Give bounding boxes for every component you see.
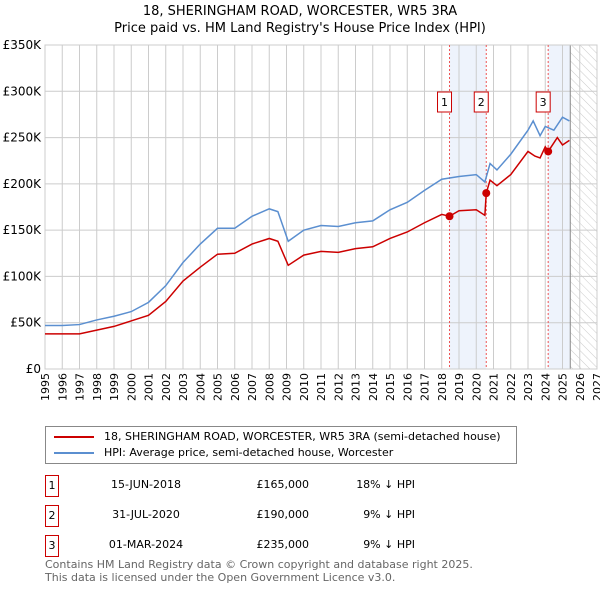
sale-date: 15-JUN-2018 <box>110 478 182 491</box>
sale-hpi-diff: 9% ↓ HPI <box>363 538 415 551</box>
forecast-hatch <box>570 45 597 369</box>
x-tick-label: 2012 <box>332 373 345 401</box>
plot-frame <box>44 44 598 370</box>
sale-marker-label: 1 <box>45 475 59 497</box>
sale-price: £165,000 <box>256 478 310 491</box>
legend-red-line <box>54 436 94 438</box>
sale-date: 01-MAR-2024 <box>108 538 184 551</box>
footer-line-1: Contains HM Land Registry data © Crown c… <box>45 558 473 571</box>
y-tick-label: £0 <box>26 362 41 376</box>
x-tick-label: 2019 <box>453 373 466 401</box>
x-tick-label: 1995 <box>39 373 52 401</box>
x-tick-label: 2009 <box>281 373 294 401</box>
x-tick-label: 2003 <box>177 373 190 401</box>
sale-row: 3 01-MAR-2024 £235,000 9% ↓ HPI <box>45 535 445 557</box>
footer: Contains HM Land Registry data © Crown c… <box>45 558 473 584</box>
sale-label-box <box>535 91 551 113</box>
legend: 18, SHERINGHAM ROAD, WORCESTER, WR5 3RA … <box>45 426 517 464</box>
sale-row: 1 15-JUN-2018 £165,000 18% ↓ HPI <box>45 475 445 497</box>
x-tick-label: 2026 <box>574 373 587 401</box>
legend-blue-line <box>54 452 94 454</box>
chart-title: 18, SHERINGHAM ROAD, WORCESTER, WR5 3RA <box>142 4 458 19</box>
sale-point <box>482 189 491 198</box>
legend-property: 18, SHERINGHAM ROAD, WORCESTER, WR5 3RA … <box>104 430 501 443</box>
sale-price: £235,000 <box>256 538 310 551</box>
sale-marker-label: 2 <box>45 505 59 527</box>
sale-label: 3 <box>540 96 547 109</box>
x-tick-label: 2006 <box>229 373 242 401</box>
x-tick-label: 2024 <box>539 373 552 401</box>
sale-label-box <box>437 91 453 113</box>
x-tick-label: 1999 <box>108 373 121 401</box>
x-tick-label: 2018 <box>436 373 449 401</box>
x-tick-label: 1997 <box>74 373 87 401</box>
x-tick-label: 2000 <box>125 373 138 401</box>
x-tick-label: 2004 <box>194 373 207 401</box>
sale-date: 31-JUL-2020 <box>112 508 180 521</box>
sale-hpi-diff: 18% ↓ HPI <box>356 478 415 491</box>
x-tick-label: 2010 <box>298 373 311 401</box>
footer-line-2: This data is licensed under the Open Gov… <box>45 571 396 584</box>
chart-subtitle: Price paid vs. HM Land Registry's House … <box>114 21 486 36</box>
x-tick-label: 2025 <box>557 373 570 401</box>
x-tick-label: 2013 <box>350 373 363 401</box>
hpi-line <box>45 116 570 327</box>
x-tick-label: 2001 <box>143 373 156 401</box>
x-tick-label: 2020 <box>470 373 483 401</box>
sale-label: 1 <box>441 96 448 109</box>
sale-label-box <box>473 91 489 113</box>
sale-point <box>544 147 553 156</box>
sale-label: 2 <box>478 96 485 109</box>
sale-row: 2 31-JUL-2020 £190,000 9% ↓ HPI <box>45 505 445 527</box>
sale-period-shade <box>548 45 571 369</box>
sale-marker-label: 3 <box>45 535 59 557</box>
x-tick-label: 2027 <box>591 373 600 401</box>
x-tick-label: 2023 <box>522 373 535 401</box>
x-tick-label: 1998 <box>91 373 104 401</box>
y-tick-label: £200K <box>3 177 43 191</box>
legend-hpi: HPI: Average price, semi-detached house,… <box>104 446 394 459</box>
sale-price: £190,000 <box>256 508 310 521</box>
x-tick-label: 2021 <box>488 373 501 401</box>
x-tick-label: 2002 <box>160 373 173 401</box>
x-tick-label: 2005 <box>212 373 225 401</box>
x-tick-label: 2016 <box>401 373 414 401</box>
property-line <box>45 136 570 335</box>
x-tick-label: 2014 <box>367 373 380 401</box>
x-tick-label: 2008 <box>263 373 276 401</box>
sale-hpi-diff: 9% ↓ HPI <box>363 508 415 521</box>
x-tick-label: 2015 <box>384 373 397 401</box>
y-tick-label: £100K <box>3 269 43 283</box>
y-tick-label: £350K <box>3 38 43 52</box>
price-chart: 1995 1996 1997 1998 1999 2000 2001 2002 2003 2004… <box>3 38 600 401</box>
y-tick-label: £50K <box>10 316 42 330</box>
y-tick-label: £150K <box>3 223 43 237</box>
x-tick-label: 2017 <box>419 373 432 401</box>
sale-point <box>445 212 454 221</box>
y-tick-label: £250K <box>3 131 43 145</box>
x-tick-label: 2011 <box>315 373 328 401</box>
x-tick-label: 1996 <box>56 373 69 401</box>
x-tick-label: 2022 <box>505 373 518 401</box>
y-tick-label: £300K <box>3 84 43 98</box>
x-tick-label: 2007 <box>246 373 259 401</box>
